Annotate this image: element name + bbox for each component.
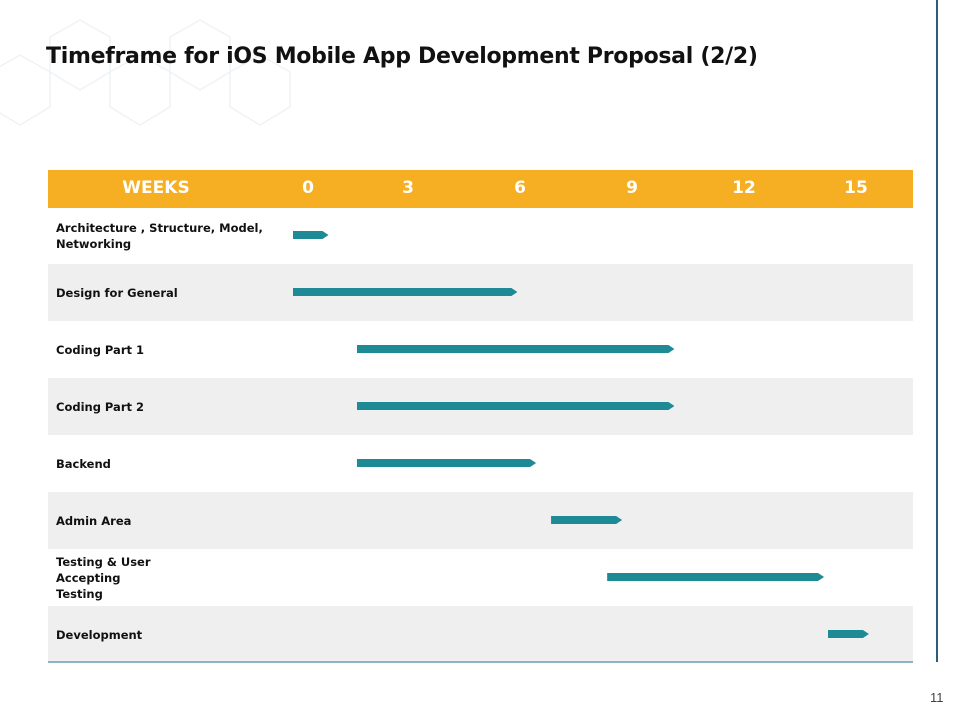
gantt-header: WEEKS 0 3 6 9 12 15 [48, 170, 913, 208]
task-bar [551, 516, 622, 524]
task-label: Coding Part 1 [56, 342, 144, 357]
task-label: Design for General [56, 285, 178, 300]
task-bar [607, 573, 824, 581]
right-divider-line [936, 0, 938, 662]
task-bar [293, 231, 329, 239]
task-label: Development [56, 627, 143, 642]
tick-label: 15 [844, 178, 868, 198]
task-row: Architecture , Structure, Model, Network… [48, 207, 913, 264]
tick-label: 0 [302, 178, 314, 198]
header-label: WEEKS [122, 178, 190, 198]
task-row: Coding Part 2 [48, 378, 913, 435]
table-bottom-line [48, 661, 913, 663]
task-label: Testing & User Accepting Testing [56, 554, 151, 601]
task-label: Admin Area [56, 513, 132, 528]
task-bar [357, 345, 675, 353]
task-row: Development [48, 606, 913, 663]
page-number: 11 [930, 690, 944, 705]
task-row: Design for General [48, 264, 913, 321]
tick-label: 3 [402, 178, 414, 198]
task-row: Coding Part 1 [48, 321, 913, 378]
task-row: Admin Area [48, 492, 913, 549]
slide-title: Timeframe for iOS Mobile App Development… [46, 44, 758, 69]
task-label: Coding Part 2 [56, 399, 144, 414]
task-label: Architecture , Structure, Model, Network… [56, 220, 263, 251]
tick-label: 9 [626, 178, 638, 198]
tick-label: 12 [732, 178, 756, 198]
task-bar [357, 402, 675, 410]
tick-label: 6 [514, 178, 526, 198]
task-bar [357, 459, 537, 467]
task-label: Backend [56, 456, 111, 471]
task-bar [293, 288, 517, 296]
hexagon-background-pattern [0, 19, 291, 126]
task-row: Backend [48, 435, 913, 492]
task-bar [828, 630, 869, 638]
task-row: Testing & User Accepting Testing [48, 549, 913, 606]
